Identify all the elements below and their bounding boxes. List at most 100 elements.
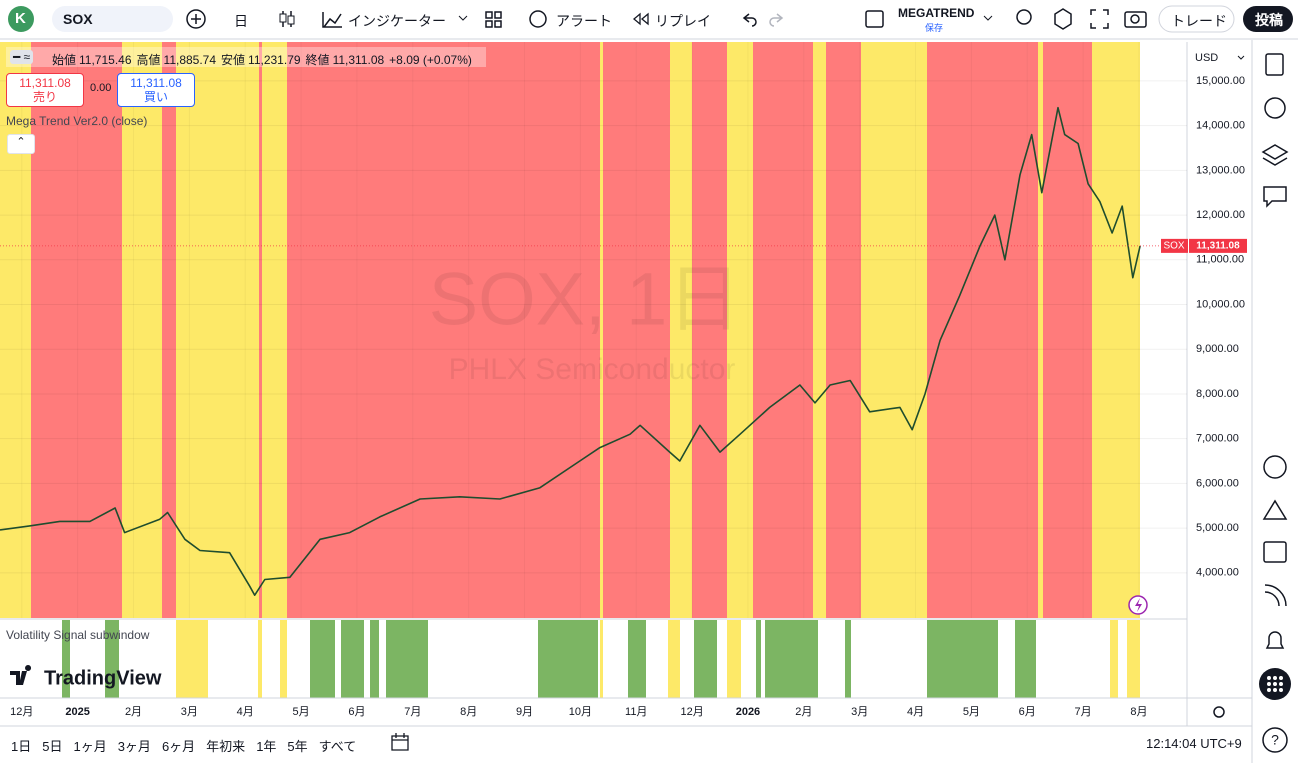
calendar-icon[interactable] [1263, 541, 1287, 563]
publish[interactable]: 投稿 [1255, 12, 1283, 28]
subwindow-legend: Volatility Signal subwindow [6, 628, 150, 642]
layout-status: 保存 [925, 23, 944, 33]
range-button[interactable]: 年初来 [206, 739, 246, 754]
apps-dots [1267, 676, 1283, 692]
band-red [31, 42, 122, 618]
x-tick-label: 10月 [569, 706, 592, 718]
band-red [753, 42, 813, 618]
goto-date-icon[interactable] [391, 733, 409, 751]
range-button[interactable]: 3ヶ月 [117, 739, 151, 754]
alert[interactable]: アラート [556, 13, 612, 29]
range-button[interactable]: 5日 [42, 739, 63, 754]
sub-band [280, 620, 287, 698]
sub-yellow [176, 620, 1140, 698]
ohlc-value: 11,715.46 [79, 53, 132, 67]
sell-box[interactable]: 11,311.08 売り [6, 73, 84, 107]
sub-band [727, 620, 741, 698]
watermark-title: SOX, 1日 [429, 258, 742, 341]
feed-icon[interactable] [1264, 584, 1287, 607]
watchlist-icon[interactable] [1265, 53, 1284, 76]
collapse-legend[interactable]: ⌃ [7, 134, 35, 154]
indicators[interactable]: インジケーター [348, 13, 446, 29]
help-icon[interactable] [1262, 727, 1288, 753]
chat-icon[interactable] [1263, 186, 1287, 208]
x-tick-label: 9月 [516, 706, 533, 718]
trade[interactable]: トレード [1171, 13, 1227, 29]
y-tick-label: 11,000.00 [1196, 254, 1244, 266]
y-tick-label: 6,000.00 [1196, 477, 1239, 489]
band-red [1043, 42, 1092, 618]
clock: 12:14:04 UTC+9 [1146, 736, 1242, 751]
alerts-icon[interactable] [1264, 97, 1286, 119]
grid [0, 42, 1187, 618]
currency[interactable]: USD [1195, 52, 1218, 64]
quick-search[interactable] [1016, 9, 1032, 25]
y-tick-label: 5,000.00 [1196, 522, 1239, 534]
sub-band [1110, 620, 1118, 698]
x-tick-label: 4月 [237, 706, 254, 718]
buy-box[interactable]: 11,311.08 買い [117, 73, 195, 107]
legend-toggle[interactable]: ━ ≈ [10, 50, 34, 64]
range-button[interactable]: すべて [318, 739, 357, 754]
ohlc-change: +8.09 (+0.07%) [389, 53, 472, 67]
x-tick-label: 2025 [65, 706, 89, 718]
compare-button[interactable] [186, 9, 206, 29]
band-red [826, 42, 861, 618]
sub-band [600, 620, 603, 698]
trade-button[interactable] [1158, 5, 1235, 33]
symbol-search[interactable] [52, 6, 173, 32]
interval[interactable]: 日 [234, 13, 248, 29]
axis-settings[interactable] [1213, 706, 1225, 718]
bands-red [31, 42, 1092, 618]
x-tick-label: 2026 [736, 706, 760, 718]
layout-grid-icon[interactable] [485, 11, 502, 28]
replay[interactable]: リプレイ [655, 13, 711, 29]
range-button[interactable]: 1年 [256, 739, 277, 754]
range-button[interactable]: 1ヶ月 [73, 739, 107, 754]
sub-signal [628, 620, 646, 698]
symbol[interactable]: SOX [63, 11, 93, 27]
sub-signal [1015, 620, 1036, 698]
candle-icon [287, 15, 295, 25]
layers-icon[interactable] [1261, 144, 1289, 166]
sub-signal [694, 620, 717, 698]
ohlc-label: 安値 [221, 53, 246, 67]
notify-icon[interactable] [1265, 631, 1285, 649]
x-tick-label: 5月 [293, 706, 310, 718]
band-red [287, 42, 600, 618]
undo-icon[interactable] [742, 13, 757, 27]
watermark-subtitle: PHLX Semiconductor [449, 353, 736, 386]
y-tick-label: 9,000.00 [1196, 343, 1239, 355]
sub-band [668, 620, 680, 698]
redo-icon[interactable] [769, 13, 784, 27]
x-tick-label: 6月 [1019, 706, 1036, 718]
sub-signal [370, 620, 379, 698]
band-red [259, 42, 262, 618]
layout-caret [983, 15, 993, 21]
sub-green [62, 620, 1036, 698]
band-red [692, 42, 727, 618]
screenshot-icon[interactable] [1124, 11, 1147, 28]
indicator-caret [458, 15, 468, 21]
settings-icon[interactable] [1054, 8, 1072, 30]
ohlc: 始値 11,715.46 高値 11,885.74 安値 11,231.79 終値 11,31… [52, 51, 475, 68]
plot [0, 106, 1187, 596]
range-button[interactable]: 5年 [287, 739, 308, 754]
layout-name[interactable]: MEGATREND [898, 6, 975, 20]
price-line [0, 106, 1141, 596]
avatar[interactable] [8, 6, 34, 32]
ohlc-label: 高値 [136, 53, 161, 67]
sub-band [258, 620, 262, 698]
sub-signal [105, 620, 119, 698]
y-tick-label: 15,000.00 [1196, 75, 1245, 87]
ideas-icon[interactable] [1263, 455, 1287, 479]
layout-checkbox[interactable] [865, 10, 884, 28]
sub-signal [756, 620, 761, 698]
range-button[interactable]: 1日 [11, 739, 32, 754]
y-tick-label: 4,000.00 [1196, 567, 1239, 579]
sub-signal [341, 620, 364, 698]
publish-button[interactable] [1243, 6, 1293, 32]
range-button[interactable]: 6ヶ月 [161, 739, 196, 754]
fullscreen-icon[interactable] [1090, 9, 1109, 29]
community-icon[interactable] [1262, 499, 1288, 520]
